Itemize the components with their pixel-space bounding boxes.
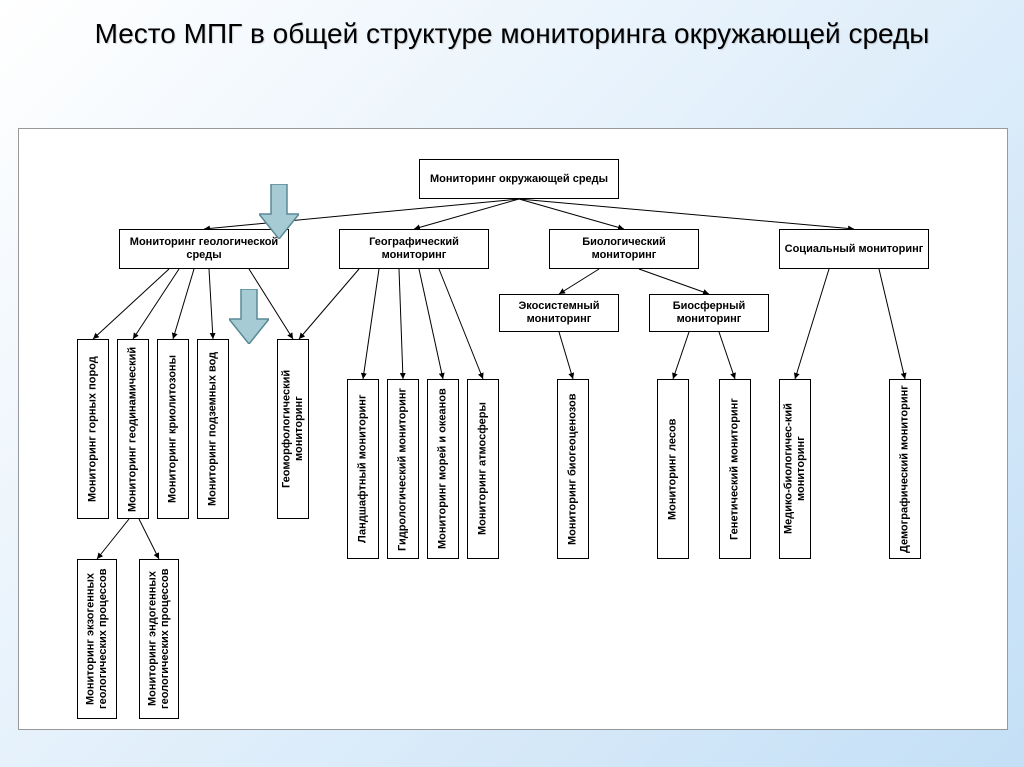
- leaf-rocks: Мониторинг горных пород: [77, 339, 109, 519]
- leaf-demographic: Демографический мониторинг: [889, 379, 921, 559]
- leaf-groundwater: Мониторинг подземных вод: [197, 339, 229, 519]
- leaf-forests: Мониторинг лесов: [657, 379, 689, 559]
- leaf-endogenic: Мониторинг эндогенных геологических проц…: [139, 559, 179, 719]
- leaf-atmosphere: Мониторинг атмосферы: [467, 379, 499, 559]
- leaf-seas: Мониторинг морей и океанов: [427, 379, 459, 559]
- leaf-hydrological: Гидрологический мониторинг: [387, 379, 419, 559]
- accent-arrow-icon: [229, 289, 269, 344]
- leaf-landscape: Ландшафтный мониторинг: [347, 379, 379, 559]
- leaf-exogenic: Мониторинг экзогенных геологических проц…: [77, 559, 117, 719]
- leaf-geodynamic: Мониторинг геодинамический: [117, 339, 149, 519]
- leaf-cryolith: Мониторинг криолитозоны: [157, 339, 189, 519]
- leaf-biogeo: Мониторинг биогеоценозов: [557, 379, 589, 559]
- root-node: Мониторинг окружающей среды: [419, 159, 619, 199]
- leaf-geomorph: Геоморфологический мониторинг: [277, 339, 309, 519]
- leaf-medbio: Медико-биологичес-кий мониторинг: [779, 379, 811, 559]
- node-ecosystem: Экосистемный мониторинг: [499, 294, 619, 332]
- node-geographic: Географический мониторинг: [339, 229, 489, 269]
- leaf-genetic: Генетический мониторинг: [719, 379, 751, 559]
- node-biosphere: Биосферный мониторинг: [649, 294, 769, 332]
- page-title: Место МПГ в общей структуре мониторинга …: [0, 0, 1024, 58]
- diagram-frame: Мониторинг окружающей среды Мониторинг г…: [18, 128, 1008, 730]
- node-biological: Биологический мониторинг: [549, 229, 699, 269]
- accent-arrow-icon: [259, 184, 299, 239]
- node-social: Социальный мониторинг: [779, 229, 929, 269]
